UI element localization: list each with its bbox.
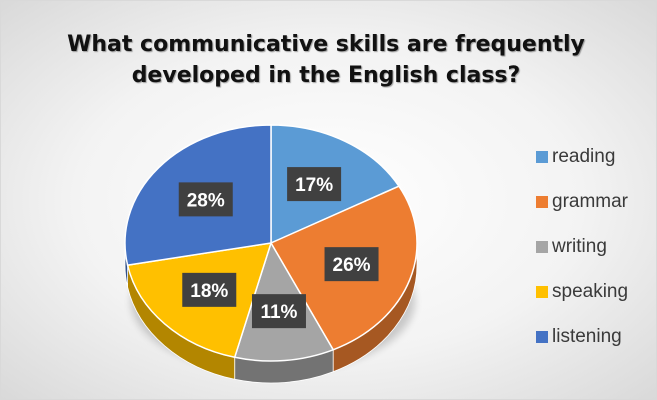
legend-swatch: [536, 331, 548, 343]
data-label-box: [178, 182, 233, 217]
data-label-listening: 28%: [178, 182, 233, 217]
data-label-box: [251, 294, 306, 329]
legend-label: grammar: [552, 191, 629, 212]
legend-label: reading: [552, 146, 616, 167]
data-label-text: 11%: [260, 302, 297, 323]
legend-label: listening: [552, 326, 622, 347]
chart-title: What communicative skills are frequently…: [67, 32, 585, 88]
data-label-box: [324, 247, 379, 282]
legend-swatch: [536, 151, 548, 163]
legend-label: speaking: [552, 281, 629, 302]
data-label-text: 26%: [333, 255, 371, 276]
data-label-box: [182, 272, 237, 307]
data-label-text: 28%: [187, 190, 225, 211]
legend-label: writing: [552, 236, 607, 257]
legend-swatch: [536, 241, 548, 253]
data-label-grammar: 26%: [324, 247, 379, 282]
data-label-reading: 17%: [287, 167, 342, 202]
data-label-writing: 11%: [251, 294, 306, 329]
legend-swatch: [536, 196, 548, 208]
data-label-speaking: 18%: [182, 272, 237, 307]
data-label-text: 17%: [295, 175, 333, 196]
data-label-box: [287, 167, 342, 202]
legend-swatch: [536, 286, 548, 298]
data-label-text: 18%: [190, 281, 228, 302]
